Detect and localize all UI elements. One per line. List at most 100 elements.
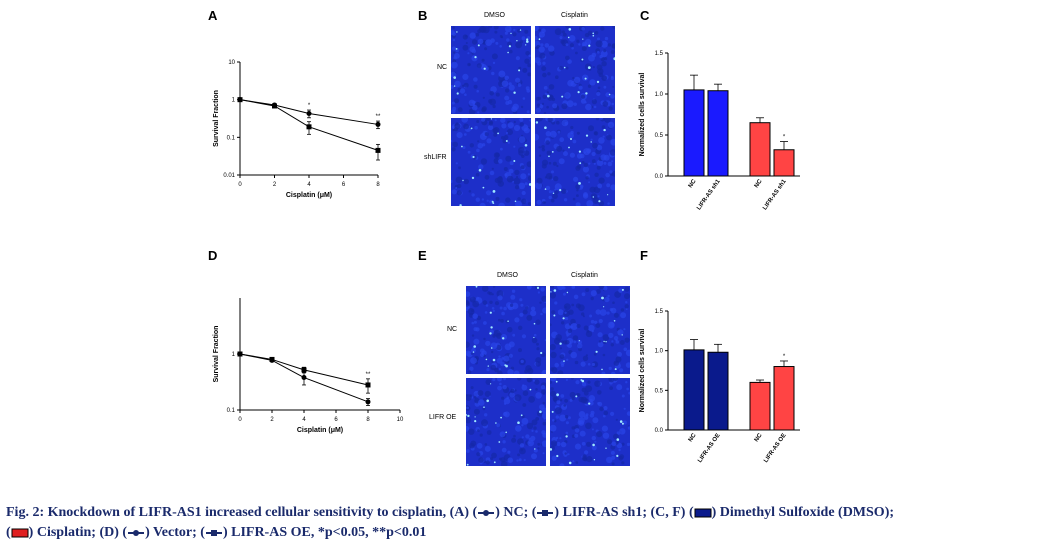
bar	[683, 89, 705, 177]
cell-texture	[479, 433, 483, 437]
cell-texture	[537, 447, 540, 450]
category-label: NC	[688, 432, 698, 443]
cell-texture	[595, 323, 601, 328]
cell-texture	[497, 385, 502, 391]
cell-texture	[501, 136, 505, 140]
cell-bright-spot	[524, 144, 528, 147]
cell-texture	[555, 334, 562, 341]
cell-texture	[522, 403, 527, 407]
cell-texture	[574, 360, 579, 365]
cell-texture	[604, 296, 610, 303]
cell-texture	[471, 55, 478, 62]
cell-texture	[517, 378, 522, 381]
cell-texture	[601, 371, 606, 374]
e-row-label-nc: NC	[447, 326, 458, 333]
cell-texture	[551, 170, 554, 174]
cell-bright-spot	[486, 399, 489, 403]
cell-texture	[593, 352, 597, 356]
cell-texture	[531, 337, 538, 344]
cell-texture	[536, 342, 539, 346]
cell-texture	[499, 45, 502, 48]
cell-texture	[616, 431, 621, 435]
cell-texture	[558, 158, 565, 165]
cell-texture	[501, 447, 507, 453]
cell-texture	[596, 289, 601, 294]
cell-texture	[612, 85, 615, 88]
cell-texture	[467, 62, 471, 67]
cell-texture	[535, 182, 543, 190]
cell-texture	[604, 118, 611, 123]
cell-texture	[603, 161, 607, 165]
cell-texture	[452, 38, 456, 42]
cell-texture	[564, 311, 567, 314]
cell-texture	[535, 430, 538, 433]
cell-texture	[514, 394, 522, 402]
caption-part-2: ) NC; (	[495, 505, 537, 520]
panel-label-b: B	[418, 8, 428, 23]
cell-texture	[542, 94, 547, 99]
cell-texture	[610, 184, 615, 191]
cell-texture	[542, 452, 545, 455]
cell-texture	[606, 311, 610, 315]
cell-texture	[557, 370, 564, 374]
cell-texture	[596, 144, 603, 151]
cell-bright-spot	[491, 200, 494, 203]
cell-bright-spot	[587, 66, 591, 69]
cell-texture	[628, 391, 630, 395]
cell-texture	[548, 45, 555, 52]
cell-texture	[602, 135, 605, 138]
cell-texture	[498, 318, 501, 322]
cell-texture	[574, 428, 580, 433]
cell-texture	[451, 71, 457, 78]
cell-texture	[592, 142, 598, 149]
cell-texture	[571, 303, 575, 307]
cell-texture	[554, 183, 562, 191]
cell-texture	[603, 410, 609, 416]
data-point-circle	[301, 375, 307, 381]
cell-texture	[531, 419, 538, 426]
cell-bright-spot	[548, 155, 550, 158]
cell-texture	[582, 315, 585, 318]
cell-texture	[535, 388, 538, 391]
cell-texture	[550, 198, 555, 203]
y-tick-label: 0.0	[655, 174, 664, 180]
category-label: NC	[688, 178, 698, 189]
cell-texture	[608, 321, 615, 328]
y-tick-label: 0.1	[227, 135, 236, 141]
cell-texture	[540, 385, 546, 390]
cell-texture	[515, 77, 521, 83]
cell-bright-spot	[516, 40, 518, 42]
cell-texture	[518, 66, 522, 70]
cell-texture	[485, 379, 492, 385]
cell-texture	[562, 149, 565, 152]
cell-texture	[477, 140, 480, 143]
cell-texture	[513, 124, 521, 132]
cell-texture	[520, 165, 525, 170]
cell-texture	[457, 107, 463, 113]
cell-texture	[581, 382, 587, 387]
cell-texture	[593, 105, 597, 109]
cell-bright-spot	[582, 38, 584, 40]
b-image-nc-cisplatin	[535, 26, 615, 114]
cell-texture	[560, 363, 565, 367]
cell-texture	[581, 387, 587, 393]
cell-texture	[567, 453, 570, 456]
cell-texture	[585, 354, 588, 357]
bar	[773, 366, 795, 431]
cell-texture	[597, 341, 604, 348]
cell-texture	[538, 46, 545, 53]
cell-texture	[567, 79, 574, 87]
cell-texture	[484, 445, 491, 452]
cell-bright-spot	[592, 196, 594, 198]
cell-texture	[502, 440, 506, 444]
cell-bright-spot	[517, 421, 520, 424]
cell-bright-spot	[505, 364, 508, 368]
cell-texture	[595, 118, 600, 121]
cell-bright-spot	[538, 38, 541, 41]
cell-texture	[612, 301, 615, 304]
cell-texture	[608, 106, 613, 111]
cell-texture	[547, 72, 551, 76]
cell-bright-spot	[490, 383, 492, 385]
cell-texture	[514, 169, 520, 176]
data-point-circle	[306, 110, 312, 116]
